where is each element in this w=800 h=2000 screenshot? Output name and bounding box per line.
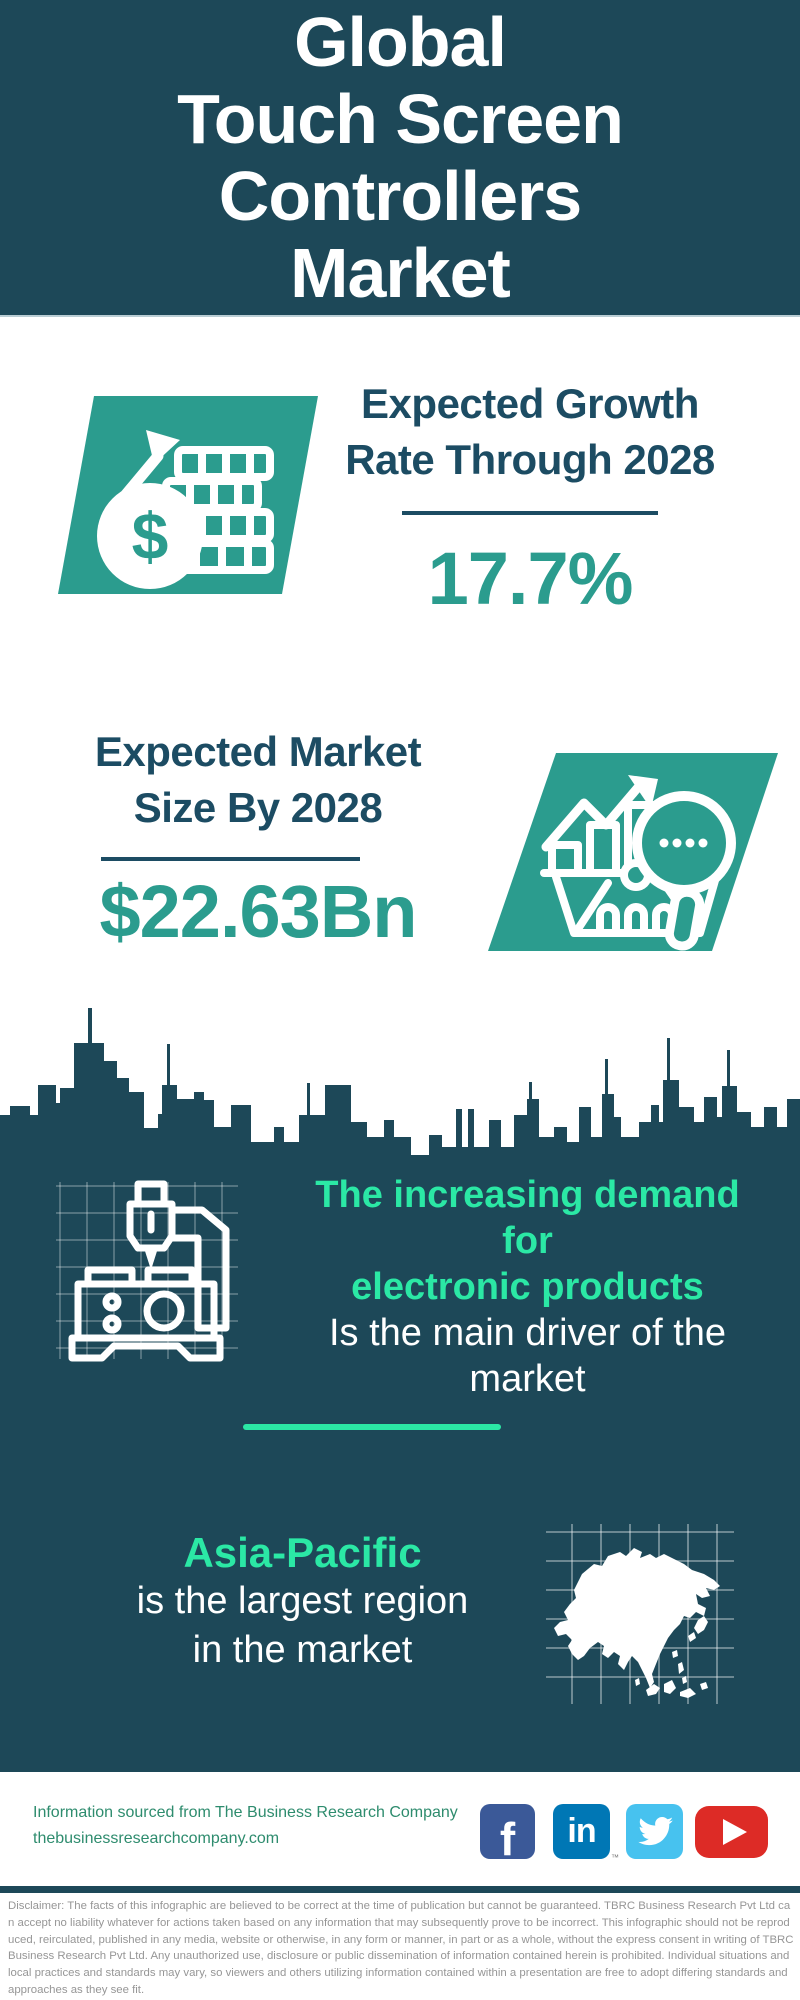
dark-content-zone: The increasing demand for electronic pro… bbox=[0, 1174, 800, 1772]
title-line-3: Controllers bbox=[218, 157, 582, 235]
region-highlight: Asia-Pacific bbox=[183, 1529, 422, 1576]
asia-landmass bbox=[554, 1548, 720, 1698]
source-website[interactable]: thebusinessresearchcompany.com bbox=[33, 1830, 280, 1847]
disclaimer-text: Disclaimer: The facts of this infographi… bbox=[8, 1900, 794, 1996]
driver-line1: Is the main driver of the bbox=[328, 1312, 727, 1354]
twitter-bird-icon bbox=[637, 1816, 673, 1845]
growth-rate-value: 17.7% bbox=[427, 537, 634, 620]
market-heading-line2: Size By 2028 bbox=[133, 784, 383, 831]
title-line-2: Touch Screen bbox=[177, 80, 624, 158]
linkedin-icon[interactable]: in ™ bbox=[553, 1804, 619, 1862]
market-divider bbox=[101, 857, 360, 861]
cnc-machine-icon bbox=[56, 1180, 238, 1362]
driver-highlight-line1: The increasing demand for bbox=[315, 1174, 740, 1262]
driver-line2: market bbox=[469, 1358, 586, 1400]
footer-divider-bar bbox=[0, 1886, 800, 1893]
source-line1: Information sourced from The Business Re… bbox=[33, 1804, 458, 1821]
title-line-4: Market bbox=[290, 234, 511, 312]
city-skyline-silhouette bbox=[0, 1008, 800, 1178]
driver-highlight-line2: electronic products bbox=[351, 1266, 704, 1308]
footer: Information sourced from The Business Re… bbox=[0, 1772, 800, 1886]
market-analysis-icon bbox=[488, 753, 778, 951]
region-line2: in the market bbox=[192, 1629, 413, 1671]
youtube-icon[interactable] bbox=[695, 1806, 768, 1858]
title-line-1: Global bbox=[294, 3, 507, 81]
coins-growth-icon: $ bbox=[58, 396, 318, 594]
largest-region-text: Asia-Pacific is the largest region in th… bbox=[55, 1528, 550, 1675]
market-size-value: $22.63Bn bbox=[99, 870, 418, 953]
dollar-glyph: $ bbox=[132, 499, 169, 573]
youtube-play-icon bbox=[723, 1819, 747, 1845]
region-line1: is the largest region bbox=[136, 1580, 469, 1622]
source-attribution: Information sourced from The Business Re… bbox=[33, 1800, 458, 1852]
growth-divider bbox=[402, 511, 658, 515]
page-title: Global Touch Screen Controllers Market bbox=[0, 4, 800, 312]
market-heading-line1: Expected Market bbox=[94, 728, 422, 775]
section-divider bbox=[243, 1424, 501, 1430]
social-links: f in ™ bbox=[480, 1804, 780, 1865]
market-size-heading: Expected Market Size By 2028 bbox=[58, 724, 458, 836]
asia-map-icon bbox=[546, 1524, 734, 1704]
linkedin-glyph: in bbox=[567, 1812, 596, 1850]
market-driver-text: The increasing demand for electronic pro… bbox=[285, 1172, 770, 1402]
twitter-icon[interactable] bbox=[626, 1804, 683, 1859]
growth-heading-line2: Rate Through 2028 bbox=[345, 436, 715, 483]
growth-heading-line1: Expected Growth bbox=[361, 380, 699, 427]
facebook-glyph: f bbox=[499, 1812, 516, 1865]
linkedin-trademark: ™ bbox=[611, 1853, 619, 1862]
header-band: Global Touch Screen Controllers Market bbox=[0, 0, 800, 317]
growth-heading: Expected Growth Rate Through 2028 bbox=[330, 376, 730, 488]
facebook-icon[interactable]: f bbox=[480, 1804, 535, 1865]
